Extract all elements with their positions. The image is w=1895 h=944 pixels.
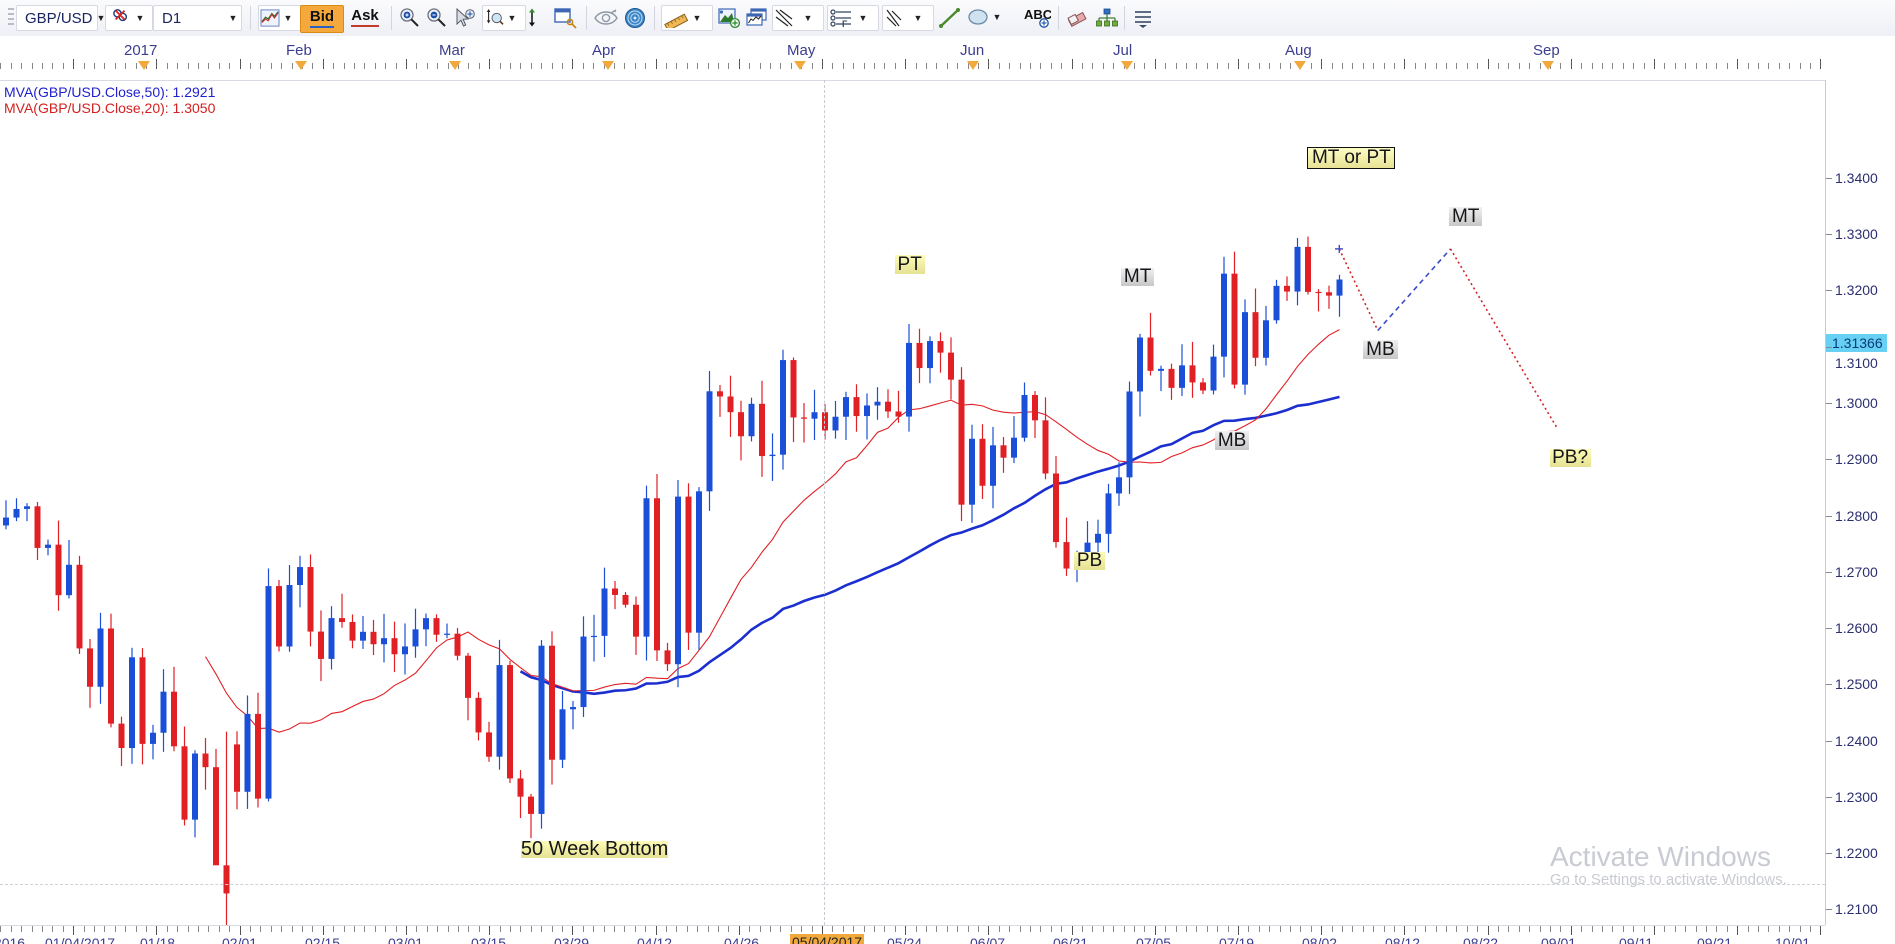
svg-text:F: F (842, 19, 848, 28)
